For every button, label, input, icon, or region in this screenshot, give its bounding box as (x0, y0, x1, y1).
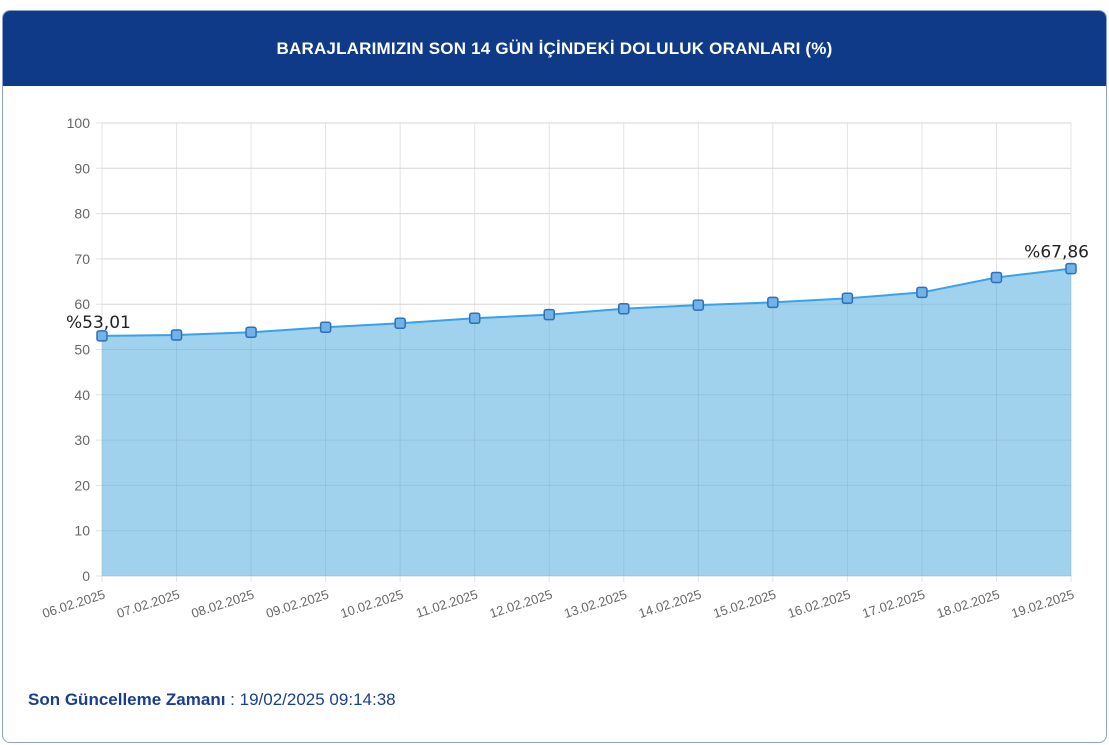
x-tick-label: 10.02.2025 (339, 587, 406, 621)
data-point (618, 302, 630, 315)
x-tick-label: 19.02.2025 (1009, 587, 1076, 621)
y-tick-label: 10 (74, 523, 90, 539)
data-point (394, 317, 406, 329)
y-tick-label: 90 (74, 160, 90, 176)
x-tick-label: 07.02.2025 (115, 587, 182, 621)
data-point (468, 312, 481, 324)
y-tick-label: 30 (74, 432, 90, 448)
x-tick-label: 06.02.2025 (40, 587, 107, 621)
y-tick-label: 70 (74, 251, 90, 267)
x-tick-label: 18.02.2025 (935, 587, 1002, 621)
chart-title: BARAJLARIMIZIN SON 14 GÜN İÇİNDEKİ DOLUL… (276, 38, 833, 58)
x-tick-label: 16.02.2025 (786, 587, 853, 621)
data-point (543, 308, 555, 321)
data-point (96, 330, 108, 342)
data-point (692, 299, 705, 311)
x-tick-label: 12.02.2025 (488, 587, 555, 621)
series-line (101, 267, 1072, 337)
data-point (245, 326, 257, 339)
x-tick-label: 11.02.2025 (414, 587, 480, 621)
data-point (841, 292, 854, 305)
chart-header: BARAJLARIMIZIN SON 14 GÜN İÇİNDEKİ DOLUL… (3, 11, 1106, 86)
x-tick-label: 13.02.2025 (562, 587, 629, 621)
last-update-separator: : (225, 690, 240, 709)
data-point (916, 286, 928, 299)
y-tick-label: 0 (82, 568, 90, 584)
data-point (767, 296, 779, 309)
y-tick-label: 60 (74, 296, 90, 312)
last-update-label: Son Güncelleme Zamanı (28, 690, 226, 709)
x-tick-label: 14.02.2025 (637, 587, 704, 621)
x-tick-label: 09.02.2025 (264, 587, 331, 621)
last-value-label: %67,86 (1024, 243, 1089, 263)
last-update-value: 19/02/2025 09:14:38 (239, 690, 396, 709)
last-update: Son Güncelleme Zamanı : 19/02/2025 09:14… (28, 690, 396, 710)
x-tick-label: 08.02.2025 (189, 587, 256, 621)
y-tick-label: 20 (74, 477, 90, 493)
data-point (1065, 262, 1077, 275)
y-tick-label: 50 (74, 342, 90, 358)
y-tick-label: 100 (67, 115, 91, 131)
data-point (170, 329, 183, 341)
fill-rate-chart: 0 10 20 30 40 50 60 70 80 90 100 06.02.2025 07.02.20… (40, 115, 1089, 621)
data-point (990, 271, 1003, 284)
x-tick-label: 15.02.2025 (711, 587, 778, 621)
x-tick-label: 17.02.2025 (860, 587, 927, 621)
y-tick-label: 80 (74, 206, 90, 222)
y-tick-label: 40 (74, 387, 90, 403)
first-value-label: %53,01 (66, 313, 131, 333)
area-fill (102, 268, 1071, 576)
data-point (319, 321, 332, 334)
